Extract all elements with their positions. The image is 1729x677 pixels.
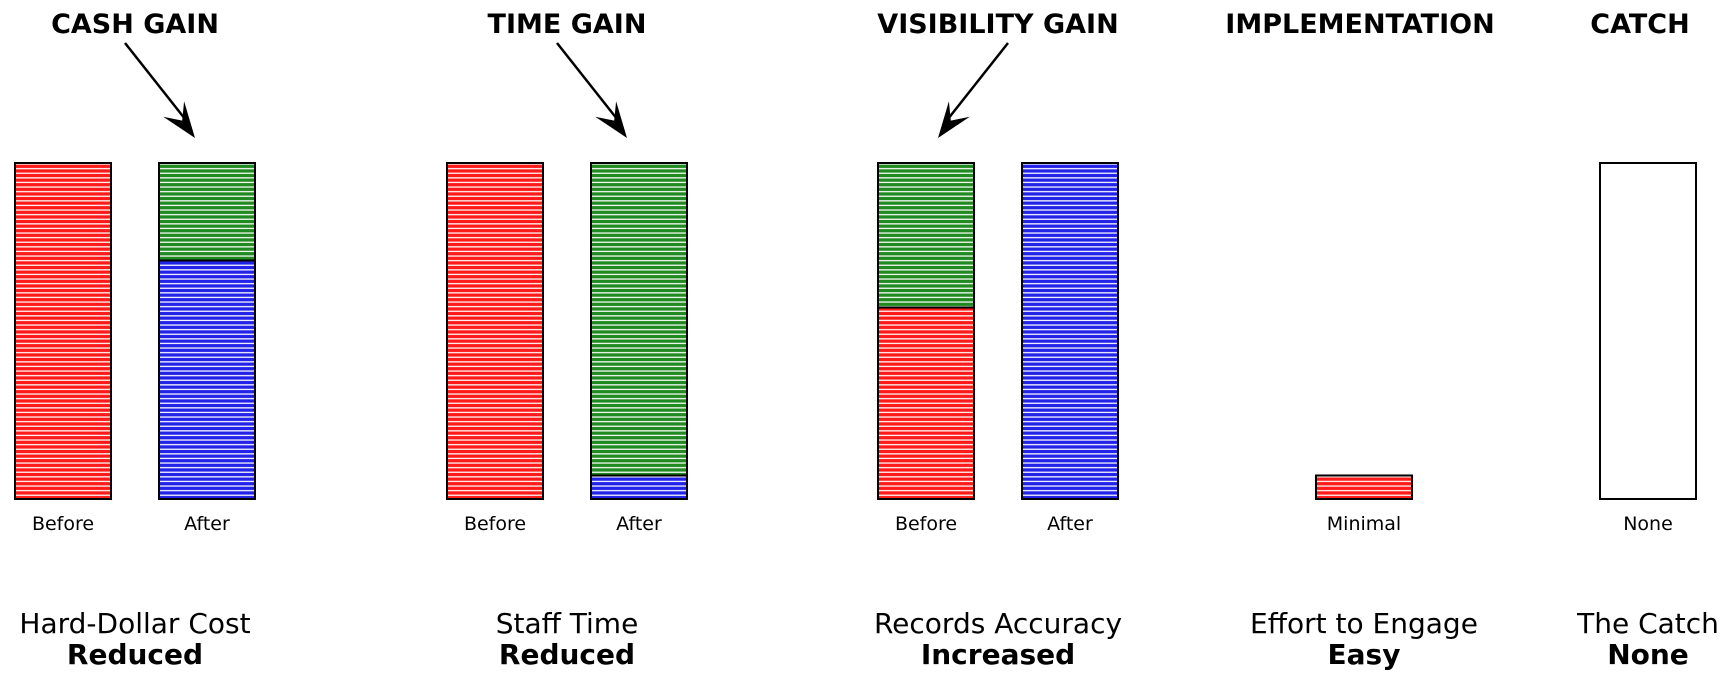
chart-title: CATCH [1590, 9, 1689, 40]
arrow-shaft [944, 43, 1008, 124]
bar-stripes [878, 307, 974, 499]
tick-label: Before [464, 513, 526, 535]
tick-label: Before [895, 513, 957, 535]
bar-stripes [15, 163, 111, 499]
result-label: Reduced [67, 638, 203, 671]
result-label: Increased [921, 638, 1075, 671]
result-label: Easy [1328, 638, 1401, 671]
arrow-head [938, 101, 970, 138]
bar-stripes [159, 163, 255, 260]
chart-title: VISIBILITY GAIN [877, 9, 1118, 40]
metric-label: The Catch [1576, 607, 1719, 640]
result-label: Reduced [499, 638, 635, 671]
bar-segment-empty [1600, 163, 1696, 499]
chart-title: CASH GAIN [51, 9, 219, 40]
bar-stripes [591, 475, 687, 499]
bar-stripes [1316, 475, 1412, 499]
arrow-head [163, 101, 195, 138]
tick-label: None [1623, 513, 1673, 535]
bar-stripes [447, 163, 543, 499]
tick-label: After [1047, 513, 1093, 535]
metric-label: Hard-Dollar Cost [19, 607, 250, 640]
metric-label: Records Accuracy [874, 607, 1122, 640]
tick-label: Before [32, 513, 94, 535]
bar-stripes [878, 163, 974, 307]
tick-label: Minimal [1327, 513, 1401, 535]
arrow-shaft [557, 43, 621, 124]
metric-label: Staff Time [496, 607, 639, 640]
bar-stripes [591, 163, 687, 475]
arrow-head [595, 101, 627, 138]
metric-label: Effort to Engage [1250, 607, 1478, 640]
result-label: None [1607, 638, 1689, 671]
chart-title: IMPLEMENTATION [1225, 9, 1494, 40]
tick-label: After [616, 513, 662, 535]
bar-stripes [1022, 163, 1118, 499]
tick-label: After [184, 513, 230, 535]
arrow-shaft [125, 43, 189, 124]
bar-stripes [159, 260, 255, 499]
chart-title: TIME GAIN [488, 9, 647, 40]
